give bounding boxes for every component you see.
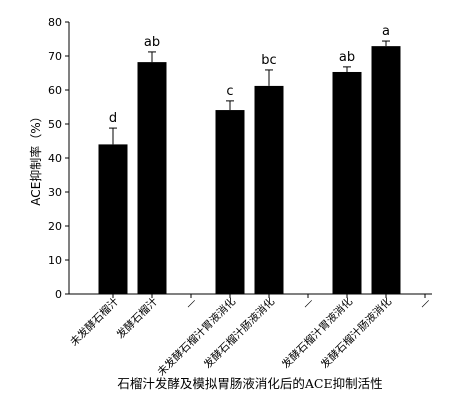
x-tick-label: — [300,295,316,311]
significance-letter: bc [261,53,276,68]
bar [332,71,362,294]
x-tick-label: 未发酵石榴汁 [67,295,121,349]
bar [371,46,401,294]
x-tick-label: 发酵石榴汁 [114,295,161,342]
significance-letter: ab [144,35,160,50]
y-tick-label: 60 [48,84,62,97]
bar [254,85,284,294]
y-tick-label: 20 [48,220,62,233]
y-axis-label: ACE抑制率（%） [28,110,43,205]
bar [215,110,245,294]
chart-title: 石榴汁发酵及模拟胃肠液消化后的ACE抑制活性 [117,376,382,391]
y-tick-label: 50 [48,118,62,131]
significance-letter: a [382,24,390,39]
significance-letter: d [109,111,117,126]
x-tick-label: 发酵石榴汁胃液消化 [279,295,355,371]
y-tick-label: 40 [48,152,62,165]
significance-letter: c [226,84,233,99]
y-tick-label: 0 [55,288,62,301]
significance-letter: ab [339,50,355,65]
bar [98,144,128,294]
y-tick-label: 80 [48,16,62,29]
y-tick-label: 70 [48,50,62,63]
y-tick-label: 10 [48,254,62,267]
x-tick-label: 未发酵石榴汁胃液消化 [155,295,239,379]
x-tick-label: 发酵石榴汁肠液消化 [318,295,394,371]
x-tick-label: 发酵石榴汁肠液消化 [201,295,277,371]
bar [137,62,167,295]
y-tick-label: 30 [48,186,62,199]
x-tick-label: — [417,295,433,311]
x-tick-label: — [183,295,199,311]
